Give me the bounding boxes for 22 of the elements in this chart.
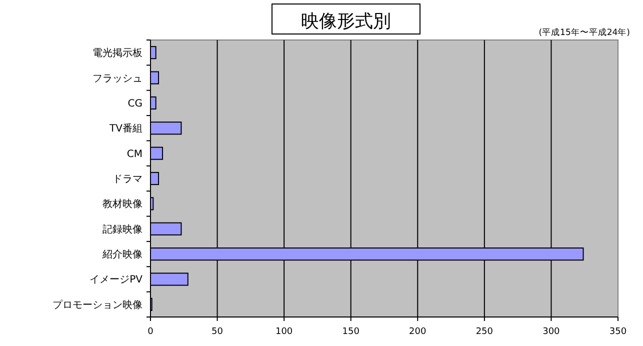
x-tick-label: 250: [476, 327, 494, 337]
y-tick-label: 電光掲示板: [92, 47, 142, 60]
x-tick-label: 200: [409, 327, 426, 337]
x-tick-label: 300: [542, 327, 560, 337]
x-tick-label: 50: [212, 327, 224, 337]
y-tick-label: CM: [126, 148, 142, 160]
y-tick-label: TV番組: [108, 122, 142, 135]
chart-title: 映像形式別: [301, 11, 391, 32]
y-tick-label: ドラマ: [112, 174, 142, 185]
y-tick-label: 教材映像: [102, 198, 142, 210]
y-tick-label: CG: [128, 98, 142, 110]
y-tick-label: イメージPV: [90, 274, 143, 286]
y-tick-label: フラッシュ: [92, 73, 142, 84]
x-tick-label: 0: [148, 327, 154, 337]
title-box: 映像形式別: [272, 4, 420, 34]
chart-subtitle: (平成15年〜平成24年): [538, 27, 630, 38]
x-tick-label: 100: [275, 327, 293, 337]
x-tick-label: 150: [342, 327, 360, 337]
x-tick-label: 350: [609, 327, 627, 337]
y-tick-label: 紹介映像: [102, 248, 142, 261]
y-tick-label: プロモーション映像: [52, 298, 142, 311]
y-tick-label: 記録映像: [102, 223, 142, 236]
